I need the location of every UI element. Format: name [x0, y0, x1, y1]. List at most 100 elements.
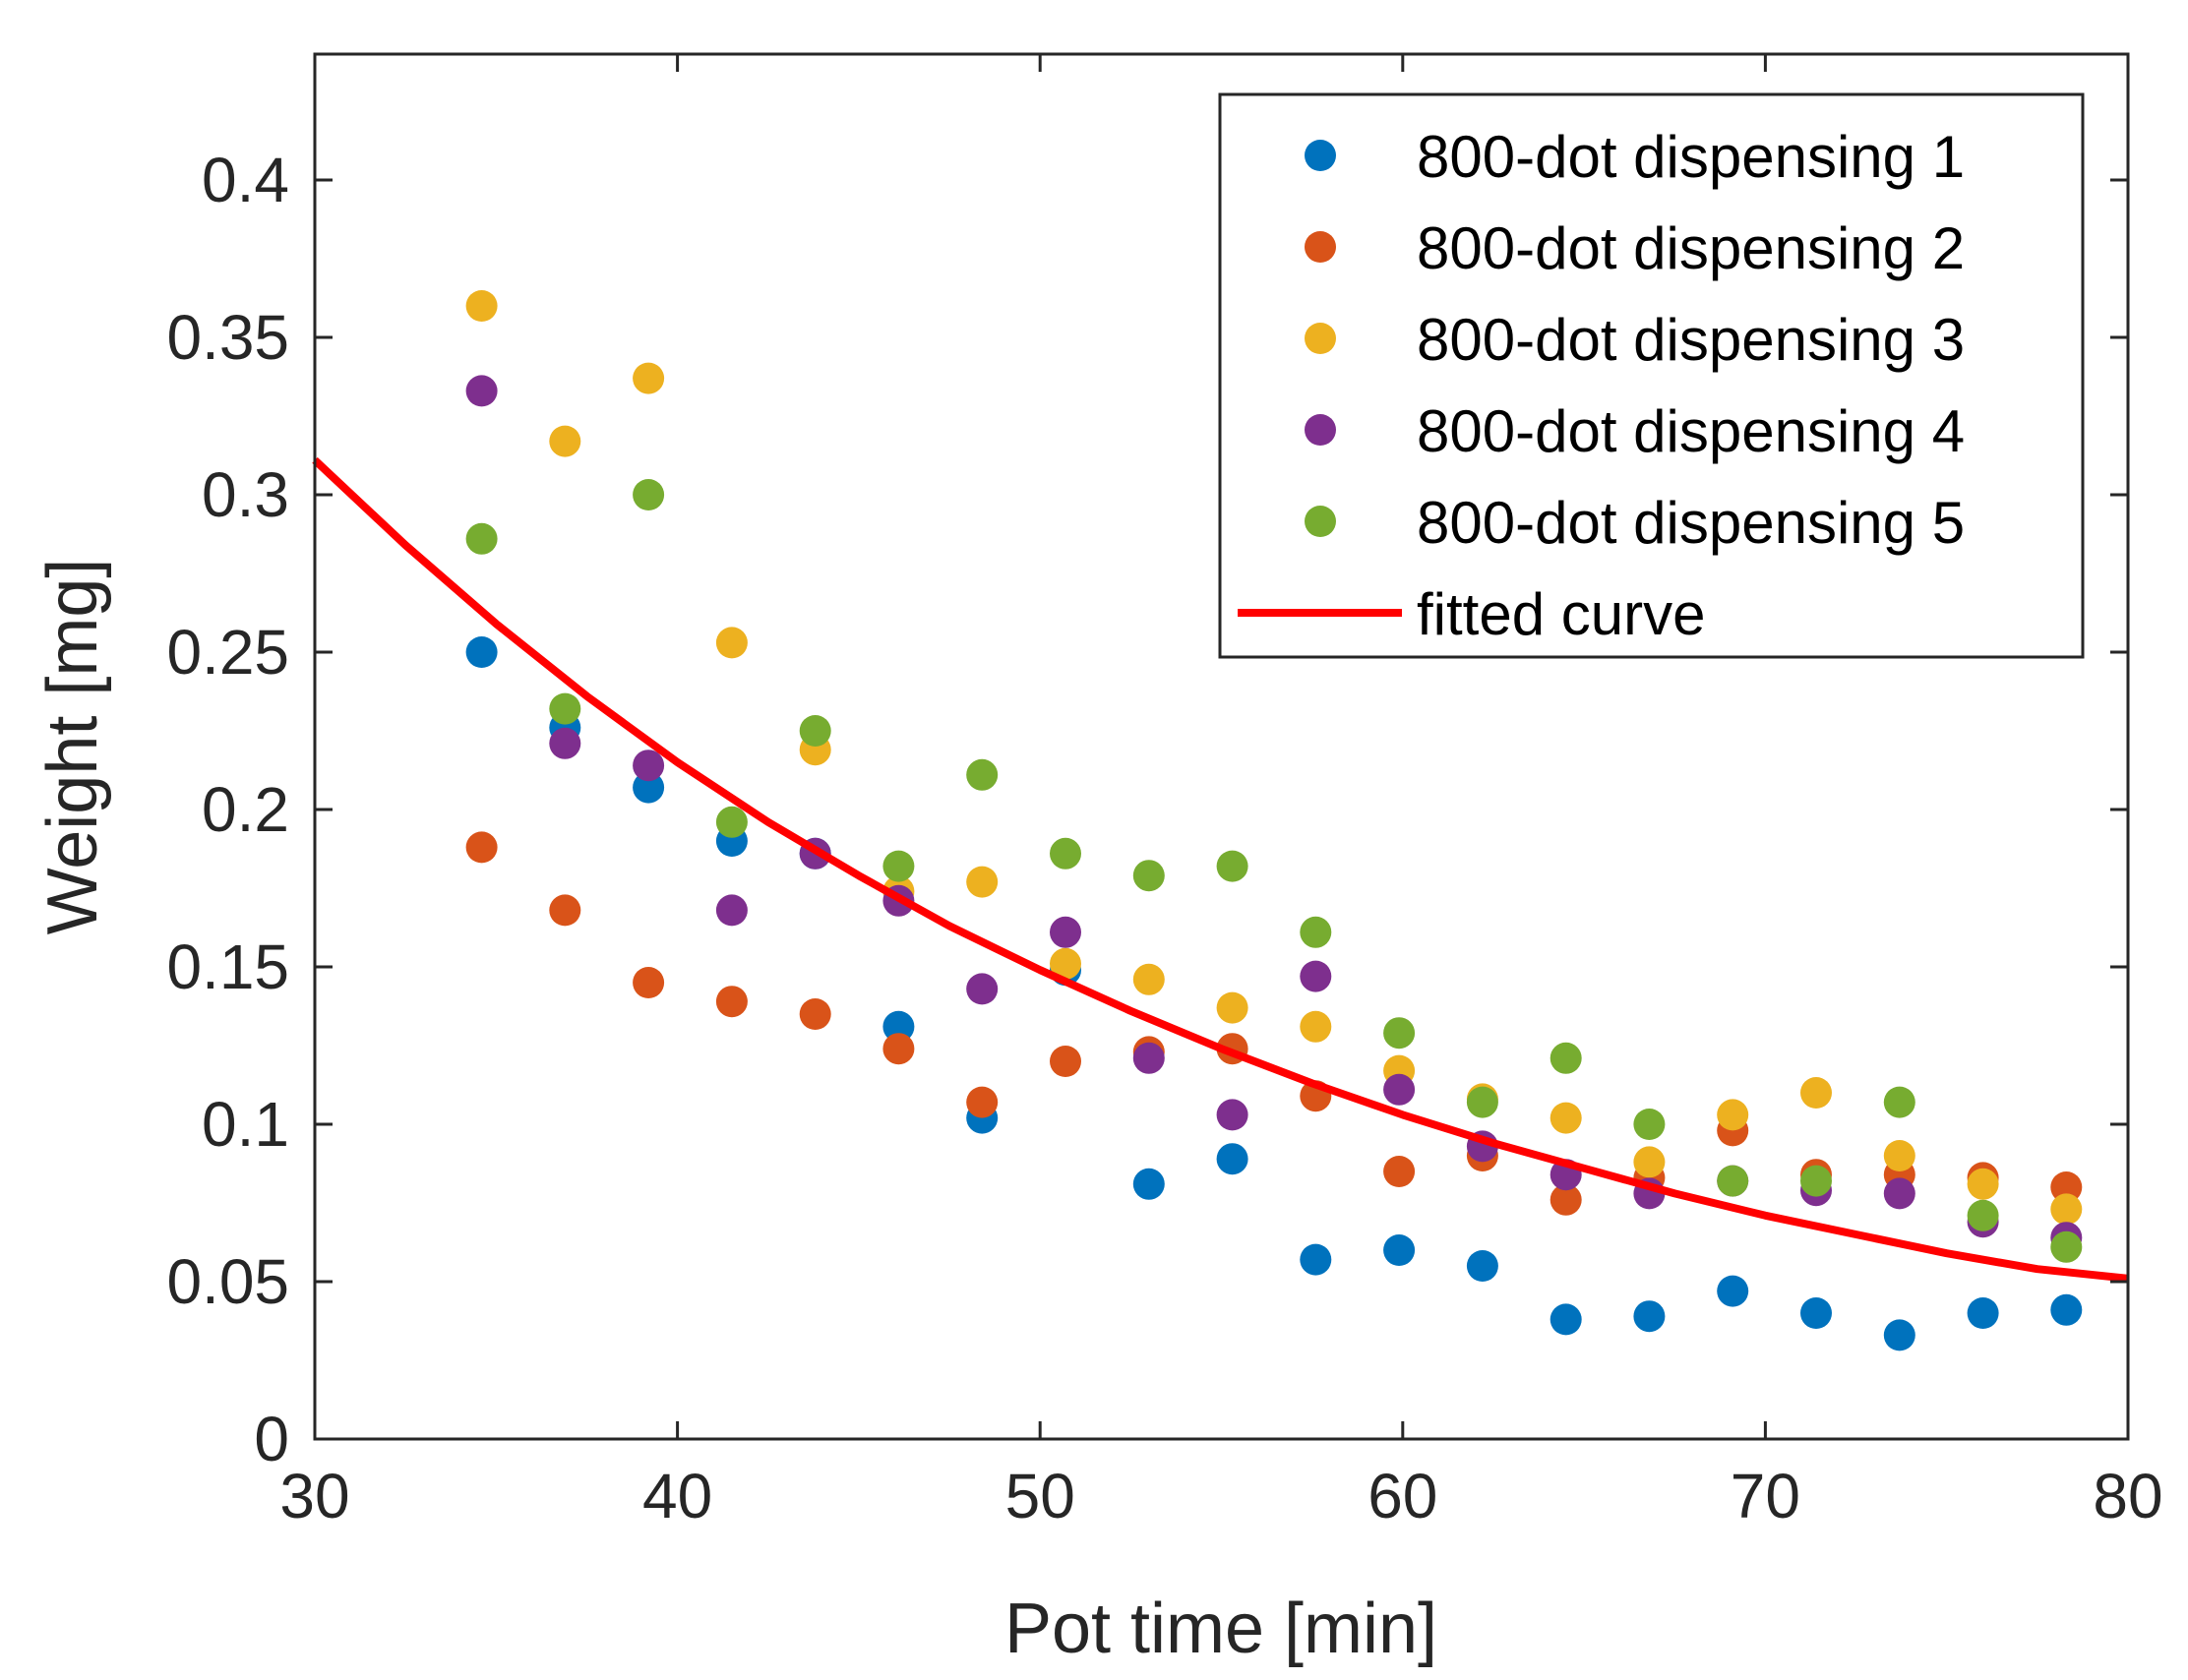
data-point-series-2-4 [715, 986, 748, 1018]
data-point-series-5-17 [1800, 1165, 1832, 1197]
data-point-series-2-20 [2050, 1171, 2083, 1203]
legend-marker-series-4 [1305, 414, 1336, 446]
x-tick-label-30: 30 [279, 1461, 349, 1531]
data-point-series-2-1 [465, 831, 498, 864]
data-point-series-2-3 [633, 967, 665, 998]
legend-marker-series-1 [1305, 140, 1336, 171]
data-point-series-5-8 [1050, 837, 1081, 870]
data-point-series-5-1 [465, 522, 498, 555]
data-point-series-3-18 [1883, 1140, 1915, 1171]
data-point-series-4-11 [1300, 960, 1332, 992]
data-point-series-1-15 [1633, 1300, 1666, 1333]
x-tick-label-80: 80 [2093, 1461, 2162, 1531]
data-point-series-5-18 [1883, 1086, 1915, 1118]
data-point-series-4-1 [465, 375, 498, 407]
data-point-series-5-7 [966, 758, 999, 791]
data-point-series-1-9 [1132, 1168, 1165, 1200]
data-point-series-3-20 [2050, 1193, 2083, 1226]
legend-label-series-2: 800-dot dispensing 2 [1417, 215, 1965, 281]
data-point-series-5-2 [549, 692, 581, 725]
data-point-series-4-9 [1132, 1042, 1165, 1074]
data-point-series-3-1 [465, 290, 498, 322]
data-point-series-2-6 [882, 1033, 915, 1065]
axes-box [313, 52, 2130, 1441]
x-tick-label-70: 70 [1731, 1461, 1800, 1531]
y-tick-label-0.35: 0.35 [166, 302, 289, 373]
x-tick-label-40: 40 [642, 1461, 712, 1531]
data-point-series-5-11 [1300, 916, 1332, 948]
data-point-series-5-13 [1466, 1086, 1498, 1118]
data-point-series-1-10 [1216, 1143, 1248, 1175]
data-point-series-4-18 [1883, 1177, 1915, 1210]
data-point-series-3-2 [549, 425, 581, 457]
data-point-series-3-17 [1800, 1077, 1832, 1109]
x-axis-title: Pot time [min] [1004, 1590, 1437, 1668]
data-point-series-5-9 [1132, 860, 1165, 892]
data-point-series-4-3 [633, 750, 665, 782]
data-point-series-3-16 [1717, 1099, 1749, 1131]
legend-marker-series-3 [1305, 323, 1336, 354]
y-tick-label-0.2: 0.2 [202, 774, 289, 845]
data-point-series-2-8 [1050, 1046, 1081, 1077]
data-point-series-4-7 [966, 973, 999, 1005]
data-point-series-2-14 [1550, 1183, 1582, 1216]
data-point-series-5-10 [1216, 850, 1248, 882]
y-tick-label-0: 0 [254, 1404, 289, 1474]
legend-label-series-4: 800-dot dispensing 4 [1417, 398, 1965, 464]
data-point-series-4-2 [549, 727, 581, 759]
data-point-series-2-5 [799, 998, 831, 1030]
legend-label-fitted-curve: fitted curve [1417, 581, 1705, 647]
data-point-series-2-2 [549, 894, 581, 927]
legend: 800-dot dispensing 1 800-dot dispensing 2… [1218, 92, 2085, 659]
legend-marker-series-2 [1305, 231, 1336, 263]
data-point-series-5-16 [1717, 1165, 1749, 1197]
data-point-series-1-12 [1383, 1234, 1416, 1266]
y-tick-label-0.15: 0.15 [166, 931, 289, 1002]
legend-box [1218, 92, 2085, 659]
data-point-series-5-5 [799, 715, 831, 747]
data-marks [312, 290, 2129, 1351]
data-point-series-1-19 [1967, 1297, 1999, 1329]
y-tick-label-0.05: 0.05 [166, 1246, 289, 1317]
data-point-series-3-3 [633, 362, 665, 394]
data-point-series-3-14 [1550, 1102, 1582, 1134]
data-point-series-4-4 [715, 894, 748, 927]
data-point-series-1-20 [2050, 1293, 2083, 1326]
axes: 30 40 50 60 70 80 0 0.05 0.1 0.15 0.2 0.25 0.3 0.35 0.… [166, 52, 2163, 1531]
data-point-series-3-4 [715, 627, 748, 659]
legend-label-series-3: 800-dot dispensing 3 [1417, 307, 1965, 373]
data-point-series-2-7 [966, 1086, 999, 1118]
data-point-series-1-3 [633, 771, 665, 804]
data-point-series-1-16 [1717, 1275, 1749, 1307]
data-point-series-1-14 [1550, 1303, 1582, 1336]
data-point-series-5-3 [633, 479, 665, 510]
data-point-series-3-8 [1050, 947, 1081, 980]
x-tick-label-50: 50 [1005, 1461, 1075, 1531]
legend-marker-series-5 [1305, 506, 1336, 537]
data-point-series-3-9 [1132, 963, 1165, 995]
y-tick-label-0.4: 0.4 [202, 145, 289, 215]
y-tick-label-0.25: 0.25 [166, 617, 289, 688]
data-point-series-1-13 [1466, 1250, 1498, 1282]
data-point-series-3-15 [1633, 1146, 1666, 1178]
data-point-series-5-4 [715, 806, 748, 838]
data-point-series-5-12 [1383, 1017, 1416, 1050]
data-point-series-4-10 [1216, 1099, 1248, 1131]
data-point-series-5-20 [2050, 1230, 2083, 1263]
data-point-series-1-11 [1300, 1243, 1332, 1276]
data-point-series-3-11 [1300, 1010, 1332, 1043]
data-point-series-5-14 [1550, 1042, 1582, 1074]
legend-label-series-1: 800-dot dispensing 1 [1417, 124, 1965, 190]
data-point-series-5-19 [1967, 1199, 1999, 1231]
fitted-curve-line [312, 456, 2129, 1283]
data-point-series-5-6 [882, 850, 915, 882]
data-point-series-1-18 [1883, 1319, 1915, 1351]
data-point-series-1-6 [882, 1010, 915, 1043]
data-point-series-4-8 [1050, 916, 1081, 948]
data-point-series-1-1 [465, 636, 498, 668]
y-axis-title: Weight [mg] [33, 559, 112, 935]
data-point-series-3-10 [1216, 991, 1248, 1024]
data-point-series-3-7 [966, 866, 999, 898]
data-point-series-5-15 [1633, 1109, 1666, 1140]
